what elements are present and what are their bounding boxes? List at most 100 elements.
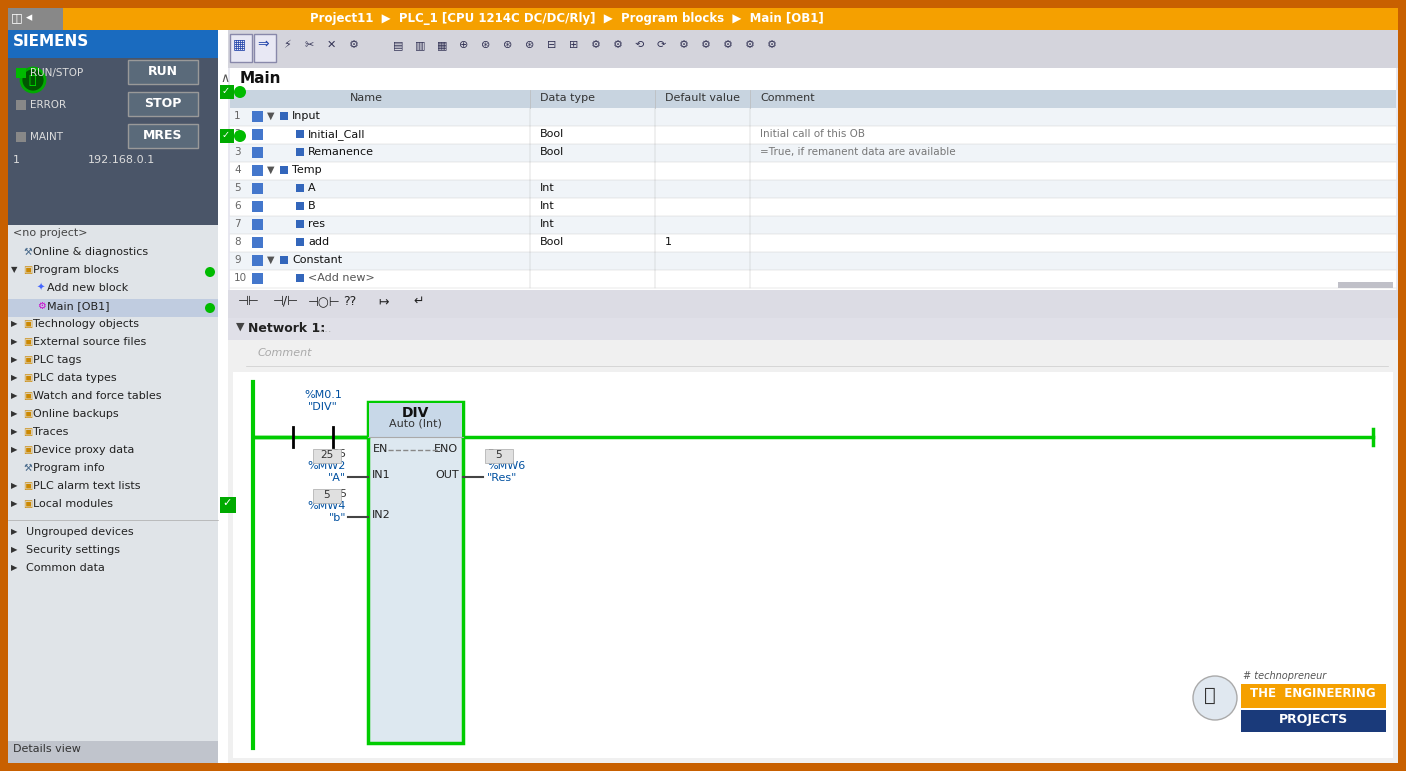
Text: ⊛: ⊛ bbox=[503, 40, 512, 50]
Text: ⊟: ⊟ bbox=[547, 40, 557, 50]
Text: ▣: ▣ bbox=[22, 481, 32, 491]
Text: Project11  ▶  PLC_1 [CPU 1214C DC/DC/Rly]  ▶  Program blocks  ▶  Main [OB1]: Project11 ▶ PLC_1 [CPU 1214C DC/DC/Rly] … bbox=[309, 12, 824, 25]
Text: ⇒: ⇒ bbox=[257, 37, 269, 51]
Text: ▤: ▤ bbox=[394, 40, 404, 50]
Bar bbox=[297, 202, 304, 210]
Text: ▶: ▶ bbox=[11, 499, 17, 508]
Text: Program blocks: Program blocks bbox=[32, 265, 120, 275]
Text: THE  ENGINEERING: THE ENGINEERING bbox=[1250, 687, 1376, 700]
Circle shape bbox=[233, 86, 246, 98]
Text: ◂: ◂ bbox=[25, 11, 32, 24]
Bar bbox=[297, 238, 304, 246]
Text: 6: 6 bbox=[233, 201, 240, 211]
Text: ??: ?? bbox=[343, 295, 356, 308]
Text: ✕: ✕ bbox=[328, 40, 336, 50]
Bar bbox=[231, 108, 1396, 126]
Text: %MW2: %MW2 bbox=[308, 461, 346, 471]
Text: ▼: ▼ bbox=[267, 255, 274, 265]
Text: OUT: OUT bbox=[436, 470, 458, 480]
Text: Online & diagnostics: Online & diagnostics bbox=[32, 247, 148, 257]
Text: 3: 3 bbox=[233, 147, 240, 157]
Text: RUN: RUN bbox=[148, 65, 179, 78]
Text: Common data: Common data bbox=[25, 563, 105, 573]
Circle shape bbox=[233, 130, 246, 142]
Text: ▣: ▣ bbox=[22, 391, 32, 401]
Text: ⊣/⊢: ⊣/⊢ bbox=[273, 295, 299, 308]
Text: Traces: Traces bbox=[32, 427, 69, 437]
Text: 5: 5 bbox=[496, 450, 502, 460]
Text: Initial call of this OB: Initial call of this OB bbox=[761, 129, 865, 139]
Text: ⟳: ⟳ bbox=[657, 40, 666, 50]
Text: External source files: External source files bbox=[32, 337, 146, 347]
Bar bbox=[297, 220, 304, 228]
Bar bbox=[252, 129, 263, 140]
Text: 🤖: 🤖 bbox=[1204, 686, 1216, 705]
Text: Online backups: Online backups bbox=[32, 409, 118, 419]
Text: ✓: ✓ bbox=[222, 498, 232, 508]
Bar bbox=[231, 180, 1396, 198]
Text: ⊕: ⊕ bbox=[458, 40, 468, 50]
Text: MAINT: MAINT bbox=[30, 132, 63, 142]
Bar bbox=[280, 256, 288, 264]
Text: Temp: Temp bbox=[292, 165, 322, 175]
Text: Technology objects: Technology objects bbox=[32, 319, 139, 329]
Bar bbox=[15, 68, 25, 78]
Bar bbox=[128, 124, 198, 148]
Text: ▦: ▦ bbox=[233, 37, 246, 51]
Text: ⚡: ⚡ bbox=[283, 40, 291, 50]
Bar bbox=[219, 497, 236, 513]
Text: PLC alarm text lists: PLC alarm text lists bbox=[32, 481, 141, 491]
Bar bbox=[252, 201, 263, 212]
Bar bbox=[231, 162, 1396, 180]
Text: 5: 5 bbox=[486, 449, 494, 459]
Text: ▶: ▶ bbox=[11, 545, 17, 554]
Bar bbox=[252, 273, 263, 284]
Bar bbox=[128, 92, 198, 116]
Text: ▣: ▣ bbox=[22, 499, 32, 509]
Text: ⊣○⊢: ⊣○⊢ bbox=[308, 295, 340, 308]
Text: 5: 5 bbox=[339, 489, 346, 499]
Bar bbox=[8, 299, 218, 317]
Text: ⚙: ⚙ bbox=[723, 40, 733, 50]
Bar bbox=[231, 270, 1396, 288]
Text: "b": "b" bbox=[329, 513, 346, 523]
Bar bbox=[297, 184, 304, 192]
Text: Auto (Int): Auto (Int) bbox=[388, 419, 441, 429]
Text: SIEMENS: SIEMENS bbox=[13, 34, 89, 49]
Text: Details view: Details view bbox=[13, 744, 82, 754]
Text: Remanence: Remanence bbox=[308, 147, 374, 157]
Text: Int: Int bbox=[540, 219, 555, 229]
Text: "Res": "Res" bbox=[486, 473, 517, 483]
Text: ▣: ▣ bbox=[22, 373, 32, 383]
Text: ▶: ▶ bbox=[11, 373, 17, 382]
Text: ▶: ▶ bbox=[11, 319, 17, 328]
Text: 2: 2 bbox=[233, 129, 240, 139]
Text: ✓: ✓ bbox=[222, 130, 231, 140]
Text: ⚒: ⚒ bbox=[22, 463, 32, 473]
Text: ▶: ▶ bbox=[11, 337, 17, 346]
Bar bbox=[231, 126, 1396, 144]
Text: ▥: ▥ bbox=[415, 40, 426, 50]
Bar bbox=[254, 34, 276, 62]
Text: ▶: ▶ bbox=[11, 409, 17, 418]
Bar bbox=[1339, 282, 1393, 288]
Text: Constant: Constant bbox=[292, 255, 342, 265]
Bar bbox=[297, 274, 304, 282]
Bar bbox=[8, 8, 1398, 30]
Text: STOP: STOP bbox=[145, 97, 181, 110]
Text: 1: 1 bbox=[13, 155, 20, 165]
Text: ↦: ↦ bbox=[378, 295, 388, 308]
Text: ▶: ▶ bbox=[11, 527, 17, 536]
Text: 5: 5 bbox=[323, 490, 330, 500]
Text: ▶: ▶ bbox=[11, 391, 17, 400]
Bar bbox=[1241, 710, 1386, 732]
Bar bbox=[231, 234, 1396, 252]
Text: ERROR: ERROR bbox=[30, 100, 66, 110]
Text: 4: 4 bbox=[233, 165, 240, 175]
Text: PROJECTS: PROJECTS bbox=[1278, 713, 1347, 726]
Text: 5: 5 bbox=[233, 183, 240, 193]
Text: ▣: ▣ bbox=[22, 409, 32, 419]
Bar bbox=[231, 90, 1396, 108]
Text: Security settings: Security settings bbox=[25, 545, 120, 555]
Text: Default value: Default value bbox=[665, 93, 740, 103]
